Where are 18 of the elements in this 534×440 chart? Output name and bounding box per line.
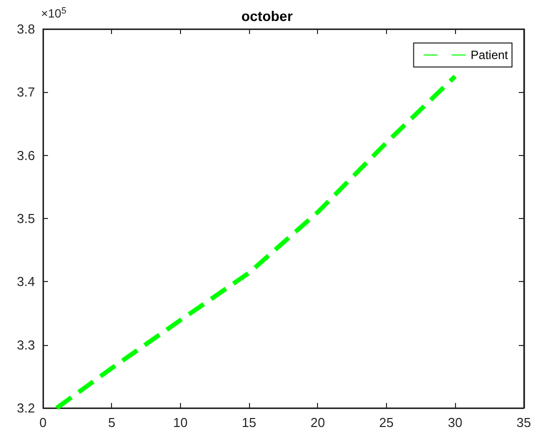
- chart-title: october: [241, 8, 294, 24]
- y-tick-label: 3.7: [16, 84, 35, 100]
- x-tick-label: 0: [39, 415, 47, 430]
- x-tick-label: 25: [379, 415, 394, 430]
- x-tick-label: 5: [108, 415, 116, 430]
- y-tick-label: 3.5: [16, 211, 35, 226]
- x-tick-label: 30: [448, 415, 462, 430]
- y-tick-label: 3.3: [16, 337, 35, 352]
- y-tick-label: 3.6: [16, 148, 35, 163]
- x-tick-label: 10: [173, 415, 188, 430]
- x-tick-label: 20: [310, 415, 325, 430]
- x-tick-label: 35: [516, 415, 532, 430]
- line-series: [54, 74, 458, 410]
- x-tick-label: 15: [242, 415, 256, 430]
- y-tick-label: 3.8: [16, 22, 35, 36]
- y-tick-label: 3.4: [16, 274, 35, 290]
- legend-label: Patient: [470, 48, 509, 62]
- y-tick-label: 3.2: [16, 400, 35, 416]
